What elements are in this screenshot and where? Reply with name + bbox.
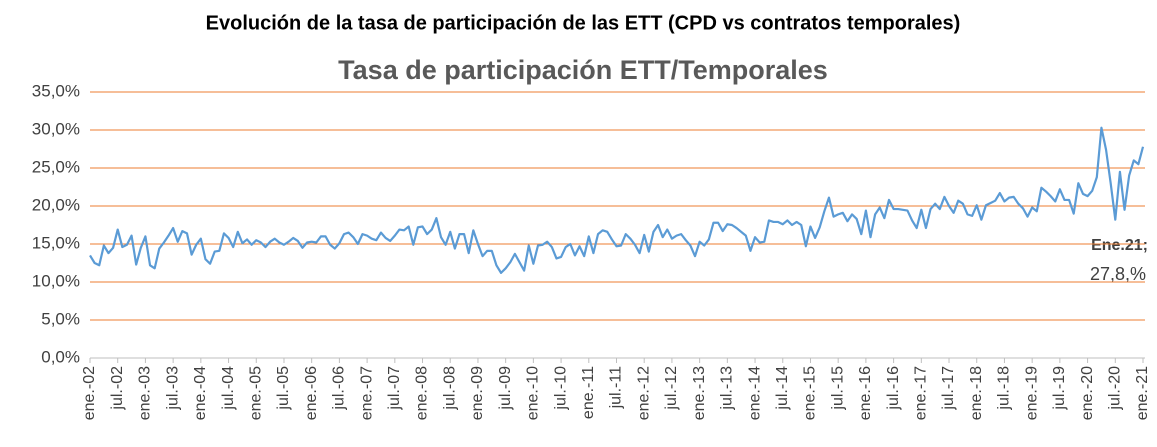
x-tick-label: ene.-09 bbox=[469, 366, 486, 420]
x-tick-label: jul.-14 bbox=[774, 366, 791, 411]
y-tick-label: 35,0% bbox=[32, 81, 80, 100]
y-tick-label: 5,0% bbox=[41, 309, 80, 328]
page-heading: Evolución de la tasa de participación de… bbox=[206, 12, 961, 34]
x-tick-label: jul.-12 bbox=[663, 366, 680, 411]
x-tick-label: jul.-19 bbox=[1051, 366, 1068, 411]
x-tick-label: ene.-07 bbox=[358, 366, 375, 420]
chart-title: Tasa de participación ETT/Temporales bbox=[338, 55, 828, 85]
x-tick-label: jul.-05 bbox=[275, 366, 292, 411]
x-tick-label: ene.-12 bbox=[635, 366, 652, 420]
x-tick-label: jul.-04 bbox=[220, 366, 237, 411]
x-tick-label: jul.-10 bbox=[552, 366, 569, 411]
x-tick-label: ene.-10 bbox=[525, 366, 542, 420]
x-tick-label: ene.-21 bbox=[1134, 366, 1151, 420]
x-tick-label: jul.-07 bbox=[386, 366, 403, 411]
y-tick-label: 20,0% bbox=[32, 195, 80, 214]
x-tick-label: ene.-19 bbox=[1023, 366, 1040, 420]
data-line bbox=[89, 126, 1145, 274]
x-tick-label: ene.-11 bbox=[580, 366, 597, 419]
x-tick-label: ene.-04 bbox=[192, 366, 209, 420]
annotation-value: 27,8,% bbox=[1090, 264, 1146, 284]
y-tick-label: 30,0% bbox=[32, 119, 80, 138]
x-tick-label: ene.-05 bbox=[247, 366, 264, 420]
x-tick-label: ene.-03 bbox=[137, 366, 154, 420]
x-tick-label: jul.-17 bbox=[940, 366, 957, 411]
x-tick-label: ene.-13 bbox=[691, 366, 708, 420]
annotation-label: Ene.21; bbox=[1091, 237, 1148, 254]
x-tick-label: ene.-20 bbox=[1079, 366, 1096, 420]
y-tick-label: 15,0% bbox=[32, 233, 80, 252]
y-tick-label: 0,0% bbox=[41, 347, 80, 366]
x-tick-label: ene.-08 bbox=[414, 366, 431, 420]
y-tick-label: 25,0% bbox=[32, 157, 80, 176]
x-tick-label: jul.-18 bbox=[996, 366, 1013, 411]
x-tick-label: ene.-02 bbox=[81, 366, 98, 420]
x-tick-label: jul.-03 bbox=[164, 366, 181, 411]
x-tick-label: jul.-16 bbox=[885, 366, 902, 411]
x-tick-label: jul.-09 bbox=[497, 366, 514, 411]
x-tick-label: ene.-17 bbox=[913, 366, 930, 420]
x-tick-label: jul.-15 bbox=[829, 366, 846, 411]
x-tick-label: jul.-20 bbox=[1107, 366, 1124, 411]
x-tick-label: jul.-08 bbox=[441, 366, 458, 411]
x-tick-label: ene.-18 bbox=[968, 366, 985, 420]
x-tick-label: jul.-02 bbox=[109, 366, 126, 411]
x-tick-label: jul.-06 bbox=[331, 366, 348, 411]
x-tick-label: ene.-06 bbox=[303, 366, 320, 420]
y-tick-label: 10,0% bbox=[32, 271, 80, 290]
x-tick-label: jul.-11 bbox=[608, 366, 625, 409]
x-tick-label: ene.-15 bbox=[802, 366, 819, 420]
x-tick-label: ene.-14 bbox=[746, 366, 763, 420]
x-tick-label: ene.-16 bbox=[857, 366, 874, 420]
x-tick-label: jul.-13 bbox=[719, 366, 736, 411]
